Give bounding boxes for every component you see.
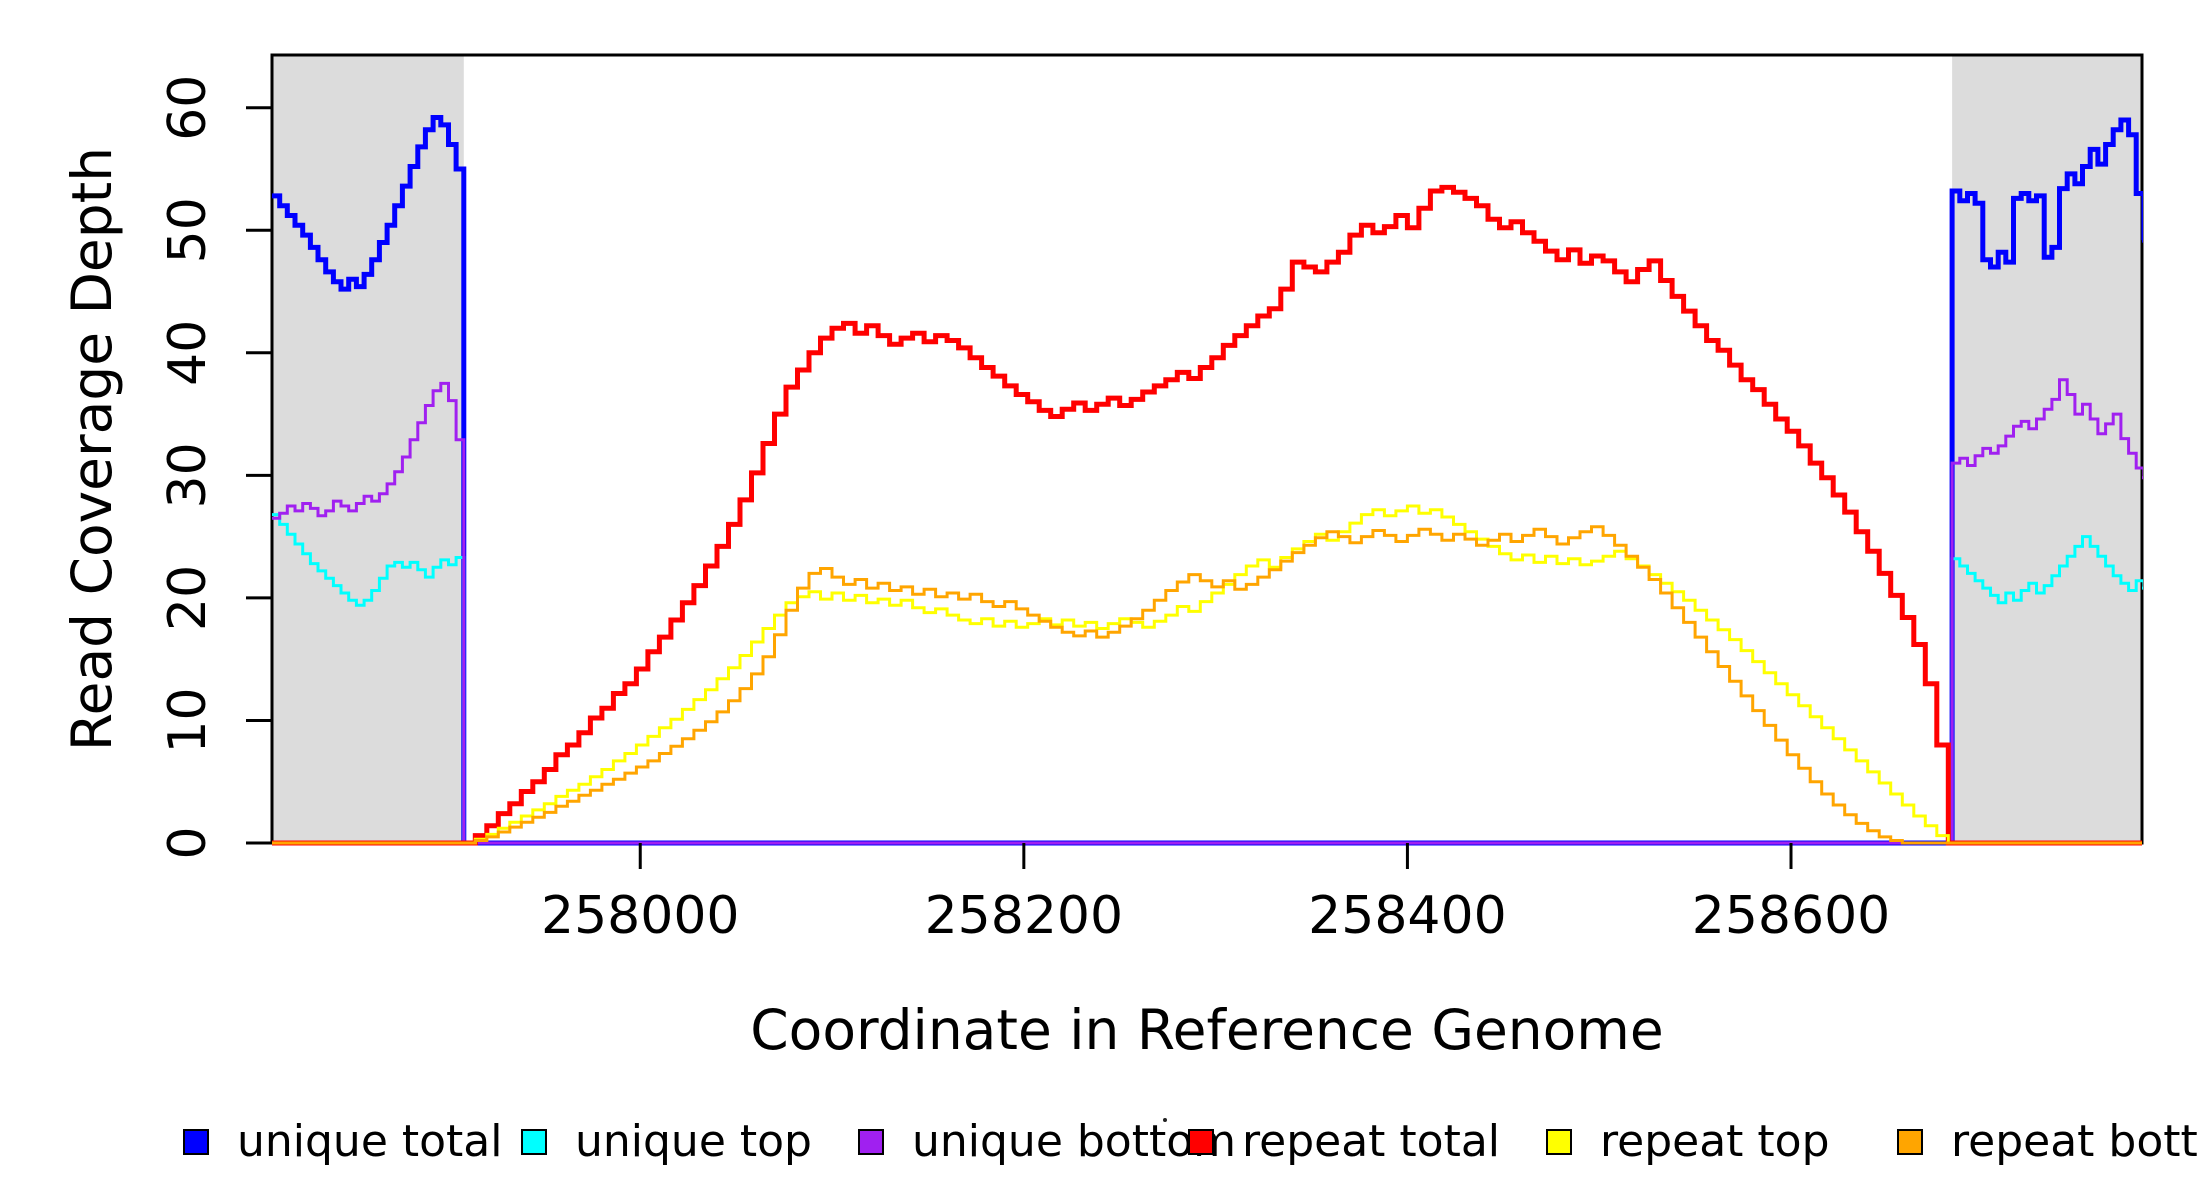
stray-dot (1163, 1118, 1167, 1122)
shaded-flank-region (272, 55, 464, 843)
legend-item-unique-top: unique top (521, 1116, 812, 1167)
legend-item-repeat-total: repeat total (1188, 1116, 1500, 1167)
legend-label: unique top (575, 1116, 812, 1167)
x-tick-label: 258200 (925, 886, 1124, 946)
y-tick-label: 40 (158, 320, 218, 386)
series-repeat-top (272, 504, 2142, 845)
series-repeat-total (272, 184, 2142, 846)
repeat-bottom-swatch-icon (1897, 1128, 1923, 1155)
series-unique-bottom (272, 378, 2143, 845)
y-tick-label: 30 (158, 442, 218, 508)
y-tick-label: 0 (158, 826, 218, 859)
repeat-top-swatch-icon (1546, 1128, 1572, 1155)
plot-border (270, 53, 2144, 845)
y-axis-title: Read Coverage Depth (60, 146, 124, 752)
x-tick-label: 258000 (541, 886, 740, 946)
unique-bottom-swatch-icon (858, 1128, 884, 1155)
shaded-flank-region (1952, 55, 2142, 843)
x-axis-title: Coordinate in Reference Genome (750, 998, 1664, 1062)
y-tick-label: 20 (158, 565, 218, 631)
series-group (272, 115, 2143, 846)
legend-label: repeat total (1242, 1116, 1501, 1167)
unique-total-swatch-icon (183, 1128, 209, 1155)
legend-label: unique total (237, 1116, 503, 1167)
y-tick-label: 10 (158, 687, 218, 753)
x-tick-label: 258600 (1692, 886, 1891, 946)
repeat-total-swatch-icon (1188, 1128, 1214, 1155)
legend-item-unique-total: unique total (183, 1116, 502, 1167)
series-unique-top (272, 513, 2143, 845)
y-tick-label: 60 (158, 75, 218, 141)
legend-item-repeat-bottom: repeat bottom (1897, 1116, 2200, 1167)
series-unique-total (272, 115, 2143, 846)
legend-label: unique bottom (912, 1116, 1237, 1167)
y-tick-label: 50 (158, 197, 218, 263)
series-repeat-bottom (272, 525, 2142, 845)
legend-label: repeat bottom (1951, 1116, 2200, 1167)
legend-item-unique-bottom: unique bottom (858, 1116, 1236, 1167)
legend-item-repeat-top: repeat top (1546, 1116, 1830, 1167)
unique-top-swatch-icon (521, 1128, 547, 1155)
legend-label: repeat top (1600, 1116, 1830, 1167)
x-tick-label: 258400 (1308, 886, 1507, 946)
